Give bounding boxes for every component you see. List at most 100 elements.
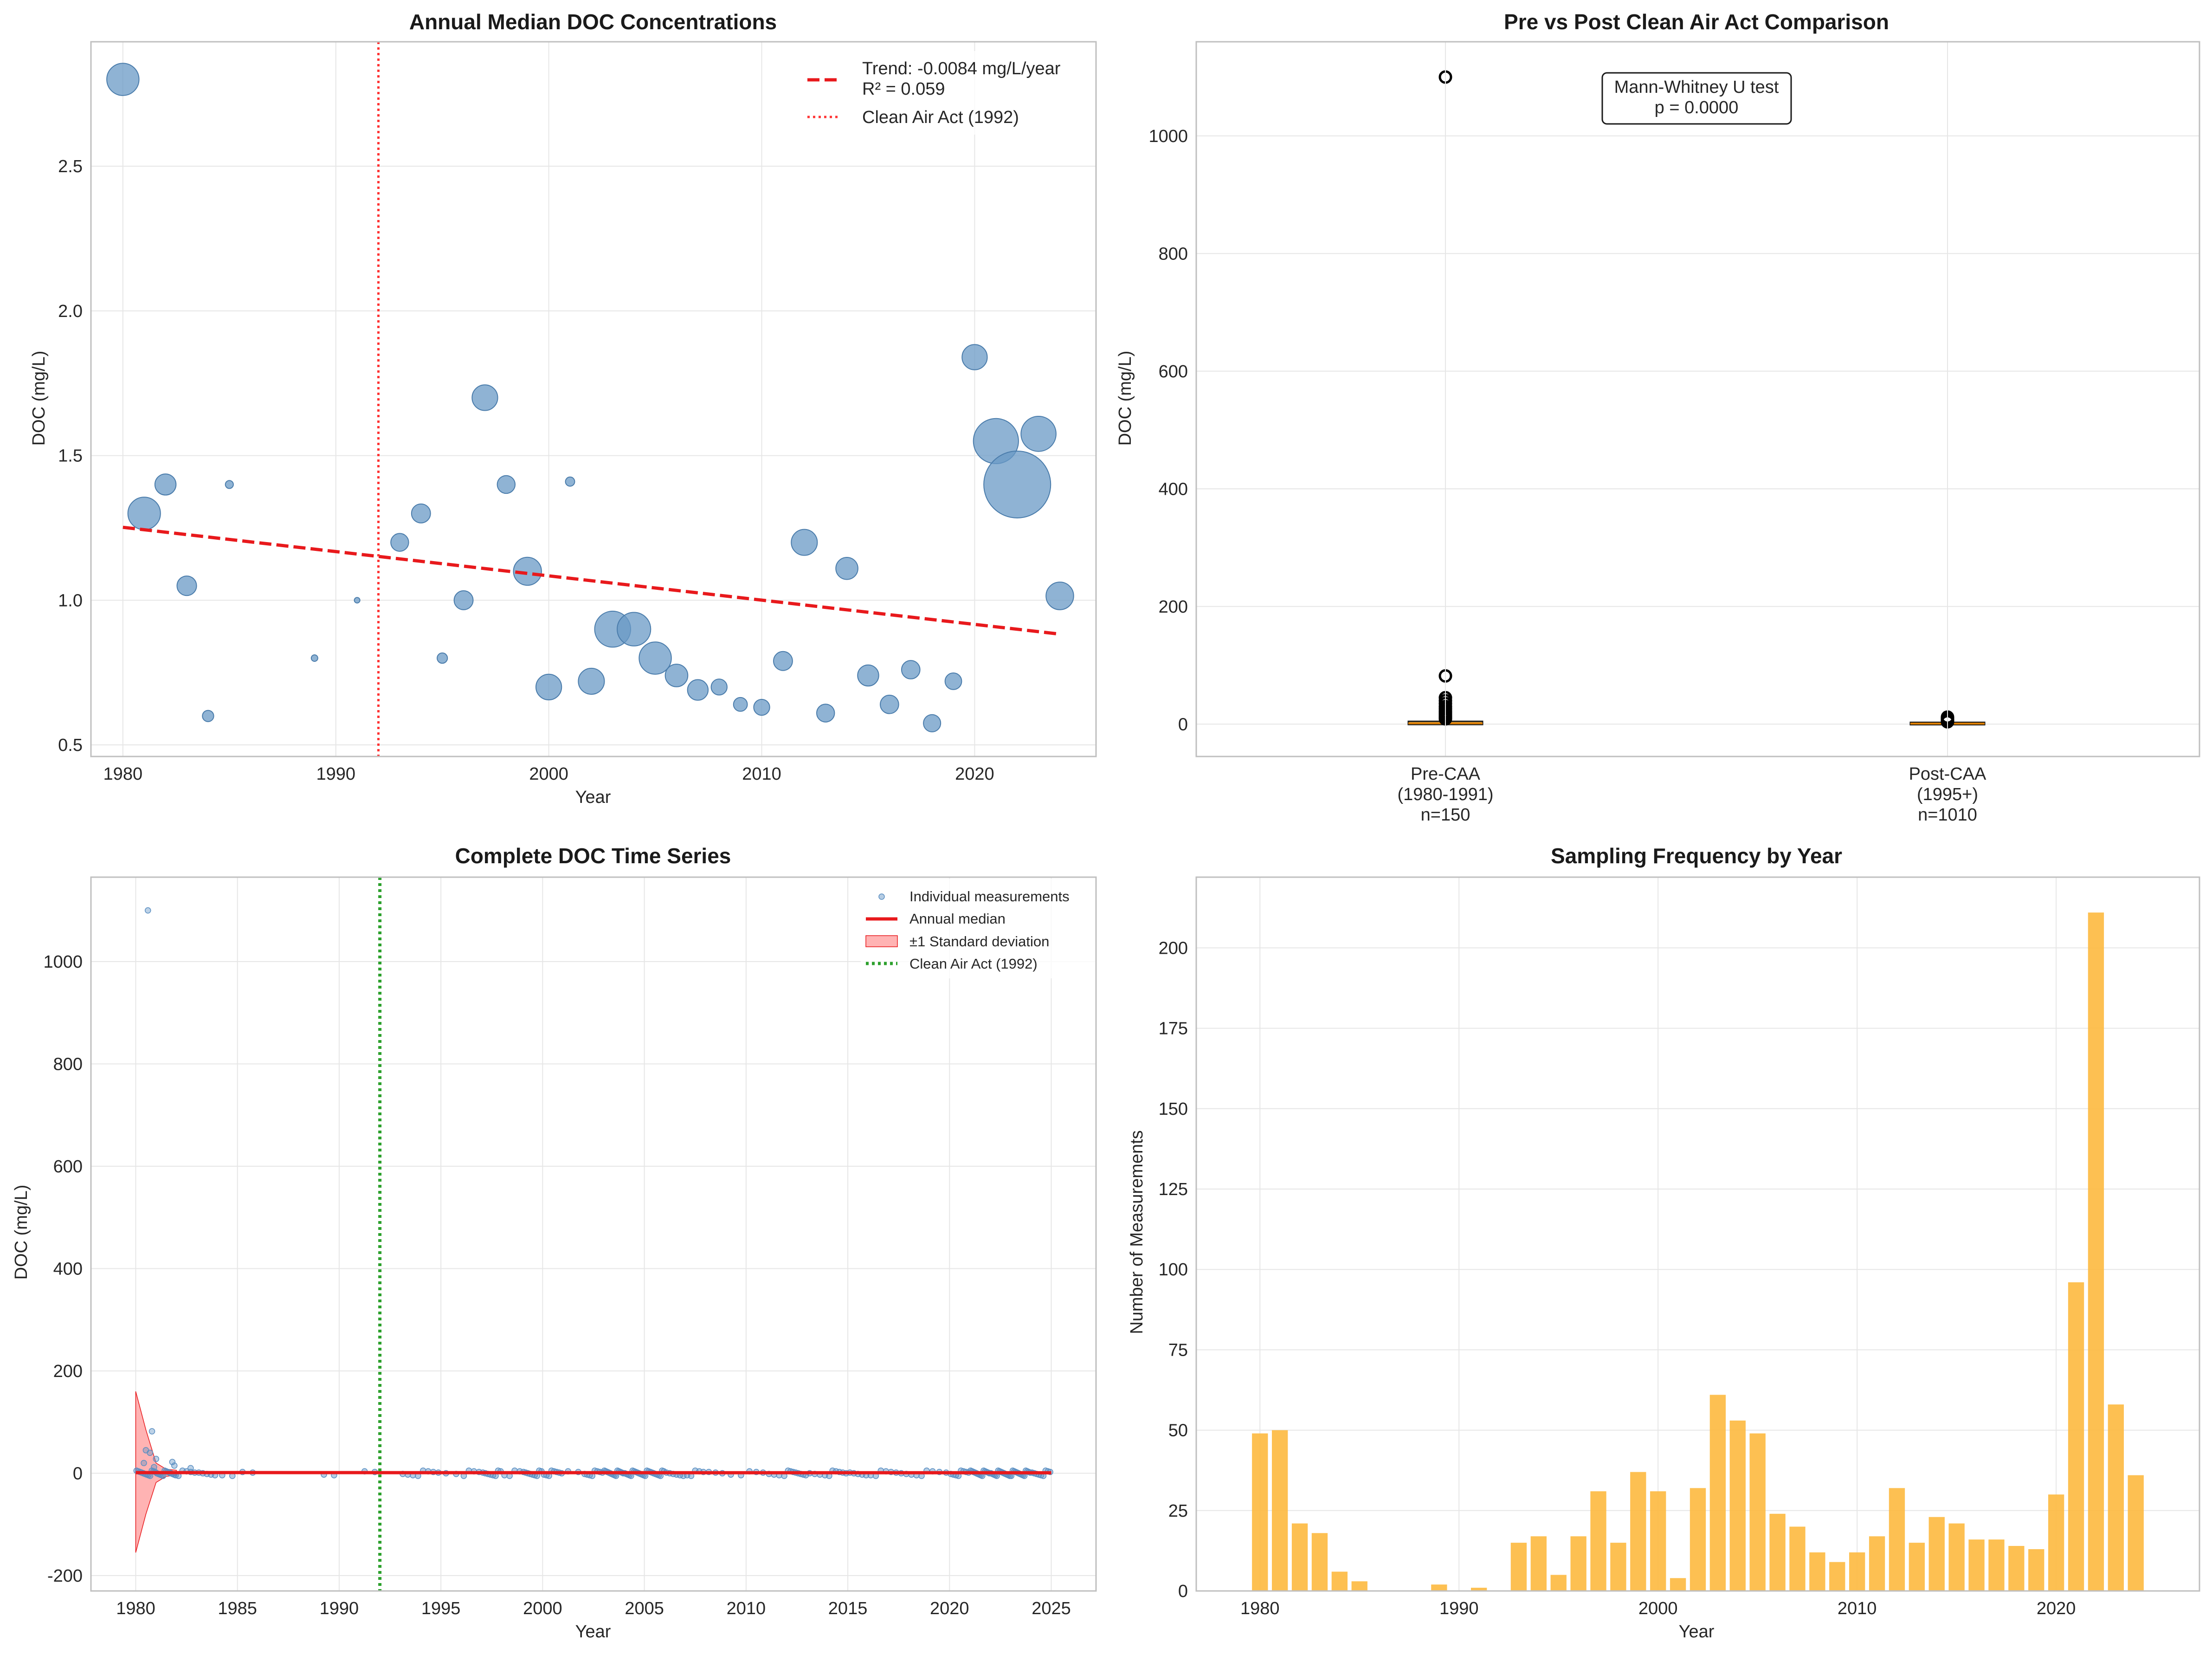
panel4-bar: [2108, 1404, 2124, 1591]
panel3-y-tick-label: 200: [53, 1362, 83, 1381]
panel3-frame: [90, 876, 1097, 1592]
panel2-annotation-test: Mann-Whitney U test: [1614, 78, 1779, 97]
panel3-measurement-point: [187, 1465, 194, 1472]
panel3-x-tick-label: 2005: [625, 1599, 664, 1618]
panel2-y-tick-label: 0: [1178, 715, 1188, 734]
panel1-median-point: [857, 664, 879, 687]
panel1-median-point: [880, 694, 899, 714]
panel4-y-tick-label: 125: [1159, 1180, 1188, 1199]
panel4-bar: [1331, 1571, 1348, 1591]
panel4-x-tick-label: 2020: [2037, 1599, 2076, 1618]
panel4-bar: [1311, 1533, 1328, 1591]
panel2-y-tick-label: 200: [1159, 597, 1188, 617]
panel3-plot-area: [91, 877, 1096, 1591]
panel3-y-tick-label: 1000: [43, 952, 83, 972]
panel3-y-tick-label: 0: [73, 1464, 83, 1483]
panel1-median-point: [390, 533, 409, 552]
panel2-y-tick-label: 400: [1159, 479, 1188, 499]
panel1-median-point: [225, 480, 234, 489]
panel2-category-label: Pre-CAA: [1411, 764, 1481, 784]
panel1-median-point: [1045, 582, 1074, 610]
panel3-x-tick-label: 1985: [218, 1599, 257, 1618]
panel4-y-tick-label: 100: [1159, 1260, 1188, 1280]
panel3-x-tick-label: 2010: [727, 1599, 766, 1618]
panel4-bar: [1252, 1433, 1268, 1591]
panel1-median-point: [453, 590, 474, 610]
panel4-bar: [2128, 1475, 2144, 1591]
panel3-measurement-point: [141, 1460, 147, 1467]
panel1-median-point: [154, 473, 177, 496]
panel3-legend: Individual measurements Annual median ±1…: [861, 879, 1102, 978]
panel4-bar: [1869, 1536, 1885, 1591]
panel4-y-tick-label: 50: [1168, 1421, 1188, 1441]
panel4-bar: [2028, 1549, 2044, 1591]
panel1-median-point: [733, 697, 748, 712]
panel3-x-tick-label: 1990: [320, 1599, 359, 1618]
panel4-bar: [1650, 1491, 1666, 1591]
panel3-measurement-point: [153, 1455, 160, 1462]
panel4-bar: [2048, 1494, 2064, 1591]
panel3-x-tick-label: 1995: [421, 1599, 461, 1618]
panel3-measurement-point: [147, 1449, 153, 1456]
panel1-x-tick-label: 2020: [955, 764, 994, 784]
panel1-median-point: [753, 698, 770, 716]
panel1-y-tick-label: 0.5: [58, 736, 83, 755]
panel1-y-tick-label: 1.5: [58, 446, 83, 466]
panel1-median-point: [106, 63, 140, 96]
panel4-bar: [1670, 1578, 1686, 1591]
panel4-bar: [1272, 1430, 1288, 1591]
panel2-title: Pre vs Post Clean Air Act Comparison: [1504, 10, 1889, 34]
panel3-measurement-point: [169, 1459, 176, 1465]
panel4-bar: [1889, 1488, 1905, 1591]
panel3-y-tick-label: 600: [53, 1157, 83, 1177]
panel4-y-tick-label: 150: [1159, 1099, 1188, 1119]
panel3-measurement-point: [145, 907, 151, 914]
panel1-x-tick-label: 1980: [103, 764, 143, 784]
panel1-xlabel: Year: [575, 788, 611, 807]
panel4-bar: [1988, 1539, 2005, 1591]
panel1-median-point: [354, 597, 361, 604]
panel1-title: Annual Median DOC Concentrations: [409, 10, 777, 34]
panel4-bar: [1809, 1552, 1825, 1591]
panel1-trend-line: [123, 525, 1060, 636]
panel4-bar: [1829, 1562, 1845, 1591]
panel4-bar: [1510, 1543, 1527, 1591]
panel4-bar: [1909, 1543, 1925, 1591]
panel1-median-point: [773, 651, 793, 671]
panel4-x-tick-label: 1980: [1240, 1599, 1280, 1618]
panel4-bar: [1749, 1433, 1766, 1591]
panel4-bar: [1610, 1543, 1626, 1591]
panel1-legend-vline: Clean Air Act (1992): [862, 108, 1019, 127]
panel4-bar: [1351, 1581, 1367, 1591]
panel4-frame: [1195, 876, 2200, 1592]
panel4-y-tick-label: 200: [1159, 938, 1188, 958]
panel1-median-point: [710, 679, 728, 696]
panel3-y-tick-label: 800: [53, 1054, 83, 1074]
panel3-y-tick-label: -200: [47, 1566, 83, 1586]
panel1-median-point: [565, 476, 575, 487]
panel1-y-tick-label: 2.5: [58, 157, 83, 176]
panel1-median-point: [1020, 416, 1057, 452]
panel2-category-label: n=150: [1421, 805, 1470, 825]
panel1-frame: [90, 41, 1097, 757]
panel1-median-point: [202, 710, 214, 722]
panel2-ylabel: DOC (mg/L): [1116, 351, 1135, 446]
panel4-bar: [1729, 1420, 1746, 1591]
panel4-bar: [1590, 1491, 1606, 1591]
panel3-measurement-point: [148, 1428, 155, 1435]
panel4-bar: [1570, 1536, 1586, 1591]
panel4-bar: [2088, 912, 2104, 1591]
panel3-x-tick-label: 2025: [1032, 1599, 1071, 1618]
panel2-category-label: (1980-1991): [1397, 785, 1493, 804]
panel4-bar: [1968, 1539, 1985, 1591]
panel1-median-point: [176, 575, 197, 596]
panel3-legend-median: Annual median: [909, 911, 1006, 927]
panel4-bar: [1948, 1523, 1965, 1591]
panel3-x-tick-label: 2020: [930, 1599, 969, 1618]
panel4-title: Sampling Frequency by Year: [1551, 844, 1842, 868]
panel4-bar: [1849, 1552, 1865, 1591]
panel3-x-tick-label: 2000: [523, 1599, 562, 1618]
panel-complete-time-series: Complete DOC Time Series Year DOC (mg/L)…: [12, 844, 1102, 1642]
panel2-y-tick-label: 800: [1159, 244, 1188, 264]
